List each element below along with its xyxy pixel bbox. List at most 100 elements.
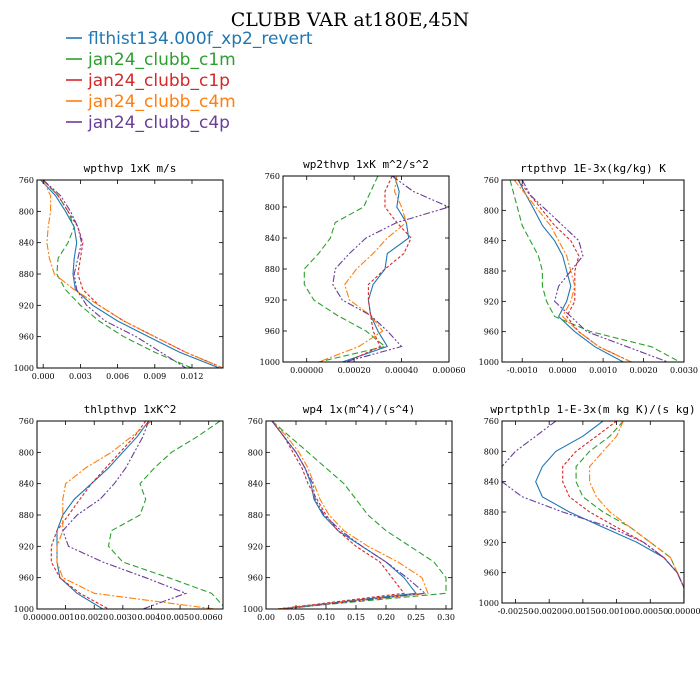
y-tick-label: 760 <box>19 417 34 426</box>
y-tick-label: 840 <box>19 239 34 248</box>
x-tick-label: 0.0010 <box>589 366 617 375</box>
chart-panels: wpthvp 1xK m/s76080084088092096010000.00… <box>14 158 700 622</box>
series-line <box>303 176 387 362</box>
x-tick-label: 0.25 <box>407 613 425 622</box>
series-line <box>342 176 410 362</box>
x-tick-label: 0.006 <box>106 372 129 381</box>
series-group <box>303 176 449 362</box>
y-tick-label: 880 <box>484 508 499 517</box>
legend-label: jan24_clubb_c4m <box>87 92 236 112</box>
y-tick-label: 800 <box>484 447 499 456</box>
y-tick-label: 760 <box>248 417 263 426</box>
series-line <box>517 180 624 362</box>
series-group <box>502 421 684 603</box>
x-tick-label: 0.10 <box>317 613 335 622</box>
x-tick-label: 0.0060 <box>195 613 223 622</box>
series-line <box>40 180 220 368</box>
chart-panel: rtpthvp 1E-3x(kg/kg) K 760 800 840 880 920 960… <box>479 162 698 375</box>
y-tick-label: 960 <box>484 569 499 578</box>
series-line <box>107 421 223 607</box>
legend-label: flthist134.000f_xp2_revert <box>88 29 313 49</box>
series-line <box>318 176 407 362</box>
legend-entry: jan24_clubb_c4m <box>66 92 236 112</box>
x-tick-label: 0.00020 <box>338 366 371 375</box>
series-line <box>346 176 412 362</box>
y-tick-label: 920 <box>484 297 499 306</box>
panel-title: wpthvp 1xK m/s <box>84 162 177 175</box>
y-tick-label: 880 <box>484 267 499 276</box>
y-tick-label: 960 <box>19 333 34 342</box>
panel-title: wp2thvp 1xK m^2/s^2 <box>303 158 429 171</box>
series-group <box>271 421 447 609</box>
x-tick-label: 0.000 <box>32 372 55 381</box>
legend-label: jan24_clubb_c4p <box>87 113 230 133</box>
y-tick-label: 920 <box>484 538 499 547</box>
panel-title: wprtpthlp 1-E-3x(m kg K)/(s kg) <box>490 403 695 416</box>
y-tick-label: 760 <box>484 417 499 426</box>
y-tick-label: 760 <box>19 176 34 185</box>
y-tick-label: 920 <box>248 542 263 551</box>
x-tick-label: 0.0030 <box>109 613 137 622</box>
x-tick-label: -0.00250 <box>498 607 534 616</box>
x-tick-label: -0.00050 <box>632 607 668 616</box>
series-group <box>50 421 223 609</box>
y-tick-label: 880 <box>19 511 34 520</box>
series-line <box>575 421 684 603</box>
x-tick-label: 0.0000 <box>23 613 51 622</box>
series-line <box>42 180 223 368</box>
chart-panel: wp2thvp 1xK m^2/s^2 760 800 840 880 920 960 100… <box>260 158 466 375</box>
y-tick-label: 960 <box>19 574 34 583</box>
y-tick-label: 920 <box>19 542 34 551</box>
x-tick-label: 0.012 <box>181 372 204 381</box>
x-tick-label: 0.00060 <box>432 366 465 375</box>
series-line <box>562 421 684 603</box>
y-tick-label: 800 <box>248 448 263 457</box>
y-tick-label: 840 <box>484 478 499 487</box>
x-tick-label: 0.00040 <box>385 366 418 375</box>
y-tick-label: 1000 <box>479 358 499 367</box>
series-line <box>56 421 150 609</box>
series-line <box>271 421 427 609</box>
plot-frame <box>501 179 685 363</box>
legend-entry: jan24_clubb_c1m <box>66 50 236 70</box>
panel-title: thlpthvp 1xK^2 <box>84 403 177 416</box>
x-tick-label: 0.009 <box>143 372 166 381</box>
y-tick-label: 920 <box>19 301 34 310</box>
series-group <box>509 180 681 362</box>
series-line <box>517 180 632 362</box>
y-tick-label: 840 <box>248 480 263 489</box>
y-tick-label: 1000 <box>14 605 34 614</box>
y-tick-label: 880 <box>265 265 280 274</box>
y-tick-label: 800 <box>484 206 499 215</box>
series-line <box>271 421 447 609</box>
y-tick-label: 840 <box>265 234 280 243</box>
plot-frame <box>36 420 224 610</box>
x-tick-label: 0.00000 <box>290 366 323 375</box>
y-tick-label: 800 <box>19 448 34 457</box>
y-tick-label: 960 <box>265 327 280 336</box>
y-tick-label: 1000 <box>14 364 34 373</box>
legend-label: jan24_clubb_c1m <box>87 50 236 70</box>
x-tick-label: 0.30 <box>437 613 455 622</box>
x-tick-label: 0.15 <box>347 613 365 622</box>
y-tick-label: 880 <box>248 511 263 520</box>
y-tick-label: 880 <box>19 270 34 279</box>
x-tick-label: 0.05 <box>287 613 305 622</box>
x-tick-label: -0.00150 <box>565 607 601 616</box>
panel-title: rtpthvp 1E-3x(kg/kg) K <box>520 162 666 175</box>
panel-title: wp4 1x(m^4)/(s^4) <box>303 403 416 416</box>
legend-entry: flthist134.000f_xp2_revert <box>66 29 313 49</box>
plot-frame <box>282 175 450 363</box>
y-tick-label: 960 <box>484 328 499 337</box>
y-tick-label: 1000 <box>260 358 280 367</box>
series-line <box>513 180 632 362</box>
x-tick-label: 0.0020 <box>80 613 108 622</box>
y-tick-label: 760 <box>265 172 280 181</box>
chart-panel: thlpthvp 1xK^276080084088092096010000.00… <box>14 403 224 622</box>
y-tick-label: 800 <box>265 203 280 212</box>
series-line <box>589 421 684 603</box>
y-tick-label: 840 <box>484 237 499 246</box>
series-group <box>40 180 223 368</box>
series-line <box>42 180 223 368</box>
